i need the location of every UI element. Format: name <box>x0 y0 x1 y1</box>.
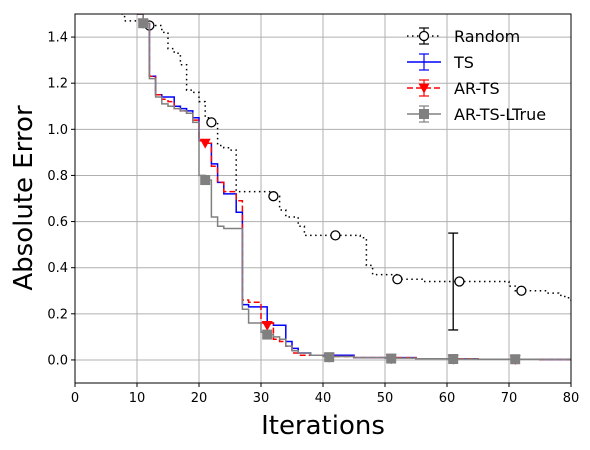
series-marker <box>386 353 397 364</box>
series-1 <box>137 14 571 361</box>
series-marker <box>454 276 465 287</box>
series-marker <box>516 285 527 296</box>
legend-label: AR-TS <box>454 79 500 98</box>
series-marker <box>448 354 459 365</box>
x-tick-label: 70 <box>501 391 518 406</box>
legend-item: TS <box>407 53 474 72</box>
series-line <box>121 14 571 303</box>
legend-marker <box>418 83 430 94</box>
series-0 <box>121 14 571 331</box>
y-tick-label: 1.4 <box>47 31 68 46</box>
legend-label: TS <box>453 53 474 72</box>
series-marker <box>268 191 279 202</box>
series-marker <box>199 138 211 149</box>
x-tick-label: 20 <box>191 391 208 406</box>
y-tick-label: 0.6 <box>47 215 68 230</box>
y-tick-label: 0.0 <box>47 353 68 368</box>
x-axis: 0 10 20 30 40 50 60 70 80 <box>71 383 579 406</box>
series-layer <box>121 14 571 365</box>
x-tick-label: 30 <box>253 391 270 406</box>
series-line <box>137 14 571 361</box>
series-3 <box>137 14 571 365</box>
series-line <box>137 14 571 361</box>
series-marker <box>206 117 217 128</box>
y-axis: 0.0 0.2 0.4 0.6 0.8 1.0 1.2 1.4 <box>47 31 75 368</box>
legend-marker <box>419 109 429 119</box>
y-tick-label: 1.2 <box>47 77 68 92</box>
y-tick-label: 0.8 <box>47 169 68 184</box>
x-tick-label: 80 <box>563 391 580 406</box>
series-marker <box>330 230 341 241</box>
series-marker <box>261 320 273 331</box>
x-tick-label: 0 <box>71 391 79 406</box>
legend-item: AR-TS <box>407 79 500 98</box>
x-axis-title: Iterations <box>261 411 385 441</box>
series-marker <box>200 175 211 186</box>
y-axis-title: Absolute Error <box>9 105 39 291</box>
legend: Random TS AR-TS AR-TS-LTrue <box>407 27 546 124</box>
x-tick-label: 60 <box>439 391 456 406</box>
y-tick-label: 0.2 <box>47 307 68 322</box>
legend-item: Random <box>407 27 520 46</box>
grid <box>74 14 572 383</box>
x-tick-label: 50 <box>377 391 394 406</box>
series-marker <box>262 329 273 340</box>
series-marker <box>392 274 403 285</box>
series-marker <box>324 352 335 363</box>
x-tick-label: 40 <box>315 391 332 406</box>
legend-label: AR-TS-LTrue <box>454 105 546 124</box>
x-tick-label: 10 <box>129 391 146 406</box>
series-marker <box>510 354 521 365</box>
legend-marker <box>418 30 430 42</box>
y-tick-label: 1.0 <box>47 123 68 138</box>
legend-item: AR-TS-LTrue <box>407 105 546 124</box>
legend-label: Random <box>454 27 520 46</box>
y-tick-label: 0.4 <box>47 261 68 276</box>
series-line <box>137 14 571 361</box>
series-2 <box>137 14 571 365</box>
series-marker <box>138 18 149 29</box>
